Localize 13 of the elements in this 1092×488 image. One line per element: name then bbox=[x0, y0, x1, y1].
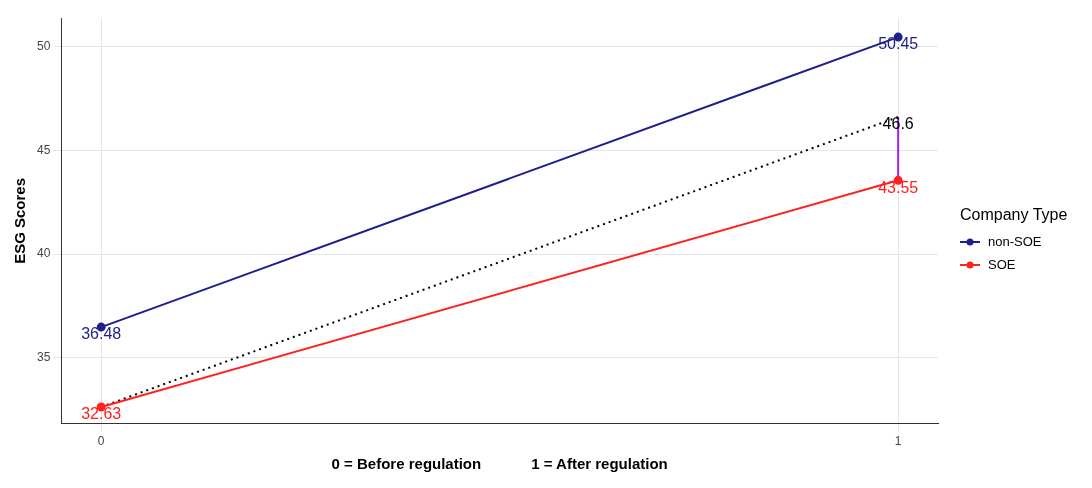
legend-label: SOE bbox=[988, 257, 1016, 272]
x-axis-title: 0 = Before regulation 1 = After regulation bbox=[331, 455, 668, 473]
y-axis-title: ESG Scores bbox=[11, 177, 29, 264]
legend-label: non-SOE bbox=[988, 234, 1042, 249]
data-label: 32.63 bbox=[81, 405, 122, 423]
y-tick-label: 40 bbox=[36, 246, 51, 261]
x-tick-label: 0 bbox=[97, 434, 105, 449]
y-tick-label: 45 bbox=[36, 142, 51, 157]
y-tick-label: 50 bbox=[36, 38, 51, 53]
legend-title: Company Type bbox=[960, 206, 1068, 224]
x-tick-label: 1 bbox=[894, 434, 902, 449]
data-label: 36.48 bbox=[81, 325, 122, 343]
y-tick-label: 35 bbox=[36, 350, 51, 365]
